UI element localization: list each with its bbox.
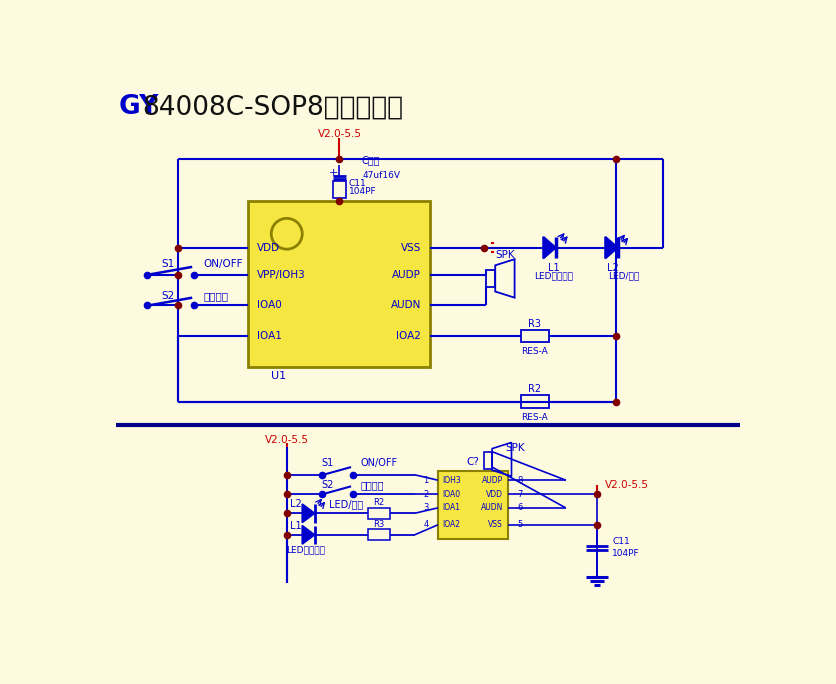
Text: S1: S1 bbox=[321, 458, 334, 469]
Text: 5: 5 bbox=[517, 521, 522, 529]
Text: C预留: C预留 bbox=[360, 156, 380, 166]
Text: IOA2: IOA2 bbox=[395, 331, 421, 341]
Text: IOH3: IOH3 bbox=[442, 475, 461, 485]
Text: VSS: VSS bbox=[487, 521, 502, 529]
Bar bbox=[247, 201, 430, 367]
Text: VSS: VSS bbox=[400, 243, 421, 252]
Bar bbox=[520, 395, 548, 408]
Polygon shape bbox=[302, 504, 314, 523]
Text: S2: S2 bbox=[321, 479, 334, 490]
Text: LED随音乐闪: LED随音乐闪 bbox=[534, 272, 573, 280]
Text: L1: L1 bbox=[548, 263, 559, 273]
Text: IOA0: IOA0 bbox=[257, 300, 282, 311]
Text: AUDN: AUDN bbox=[480, 503, 502, 512]
Text: IOA1: IOA1 bbox=[442, 503, 460, 512]
Text: 3: 3 bbox=[423, 503, 428, 512]
Text: 1: 1 bbox=[423, 475, 428, 485]
Text: LED/常亮: LED/常亮 bbox=[608, 272, 639, 280]
Text: ON/OFF: ON/OFF bbox=[360, 458, 397, 469]
Bar bbox=[484, 451, 492, 469]
Text: AUDN: AUDN bbox=[390, 300, 421, 311]
Text: V2.0-5.5: V2.0-5.5 bbox=[317, 129, 361, 139]
Text: R2: R2 bbox=[373, 498, 384, 507]
Text: 6: 6 bbox=[517, 503, 522, 512]
Text: R3: R3 bbox=[528, 319, 541, 329]
Polygon shape bbox=[543, 237, 555, 259]
Text: IOA1: IOA1 bbox=[257, 331, 282, 341]
Text: 104PF: 104PF bbox=[349, 187, 376, 196]
Text: VDD: VDD bbox=[486, 490, 502, 499]
Text: 长按长响: 长按长响 bbox=[204, 291, 228, 301]
Text: IOA2: IOA2 bbox=[442, 521, 460, 529]
Text: SPK: SPK bbox=[505, 443, 524, 453]
Text: LED随音乐闪: LED随音乐闪 bbox=[286, 546, 325, 555]
Polygon shape bbox=[302, 525, 314, 544]
Text: 104PF: 104PF bbox=[611, 549, 639, 558]
Text: R2: R2 bbox=[528, 384, 541, 394]
Text: 7: 7 bbox=[517, 490, 522, 499]
Text: L2: L2 bbox=[606, 263, 618, 273]
Text: 4: 4 bbox=[423, 521, 428, 529]
Text: +: + bbox=[329, 168, 338, 178]
Bar bbox=[520, 330, 548, 342]
Bar bbox=[333, 181, 345, 198]
Bar bbox=[368, 508, 390, 518]
Text: R3: R3 bbox=[373, 520, 384, 529]
Text: GY: GY bbox=[119, 94, 159, 120]
Text: RES-A: RES-A bbox=[521, 347, 548, 356]
Bar bbox=[368, 529, 390, 540]
Text: L1: L1 bbox=[290, 521, 302, 531]
Bar bbox=[486, 270, 495, 287]
Text: VPP/IOH3: VPP/IOH3 bbox=[257, 269, 306, 280]
Bar bbox=[437, 471, 507, 539]
Text: RES-A: RES-A bbox=[521, 412, 548, 421]
Text: IOA0: IOA0 bbox=[442, 490, 460, 499]
Text: LED/常亮: LED/常亮 bbox=[329, 499, 363, 509]
Text: C?: C? bbox=[466, 457, 479, 466]
Text: V2.0-5.5: V2.0-5.5 bbox=[264, 435, 308, 445]
Text: C11: C11 bbox=[349, 179, 366, 188]
Polygon shape bbox=[604, 237, 617, 259]
Text: C11: C11 bbox=[611, 537, 630, 547]
Text: 长按长响: 长按长响 bbox=[360, 479, 384, 490]
Text: 8: 8 bbox=[517, 475, 522, 485]
Text: 84008C-SOP8脚位原理图: 84008C-SOP8脚位原理图 bbox=[141, 94, 402, 120]
Text: AUDP: AUDP bbox=[391, 269, 421, 280]
Text: V2.0-5.5: V2.0-5.5 bbox=[604, 479, 648, 490]
Text: SPK: SPK bbox=[495, 250, 514, 261]
Text: ON/OFF: ON/OFF bbox=[204, 259, 243, 269]
Text: S2: S2 bbox=[161, 291, 175, 301]
Text: 47uf16V: 47uf16V bbox=[362, 171, 400, 180]
Text: L2: L2 bbox=[290, 499, 302, 509]
Text: AUDP: AUDP bbox=[482, 475, 502, 485]
Text: U1: U1 bbox=[271, 371, 286, 381]
Text: 2: 2 bbox=[423, 490, 428, 499]
Text: VDD: VDD bbox=[257, 243, 280, 252]
Text: S1: S1 bbox=[161, 259, 175, 269]
